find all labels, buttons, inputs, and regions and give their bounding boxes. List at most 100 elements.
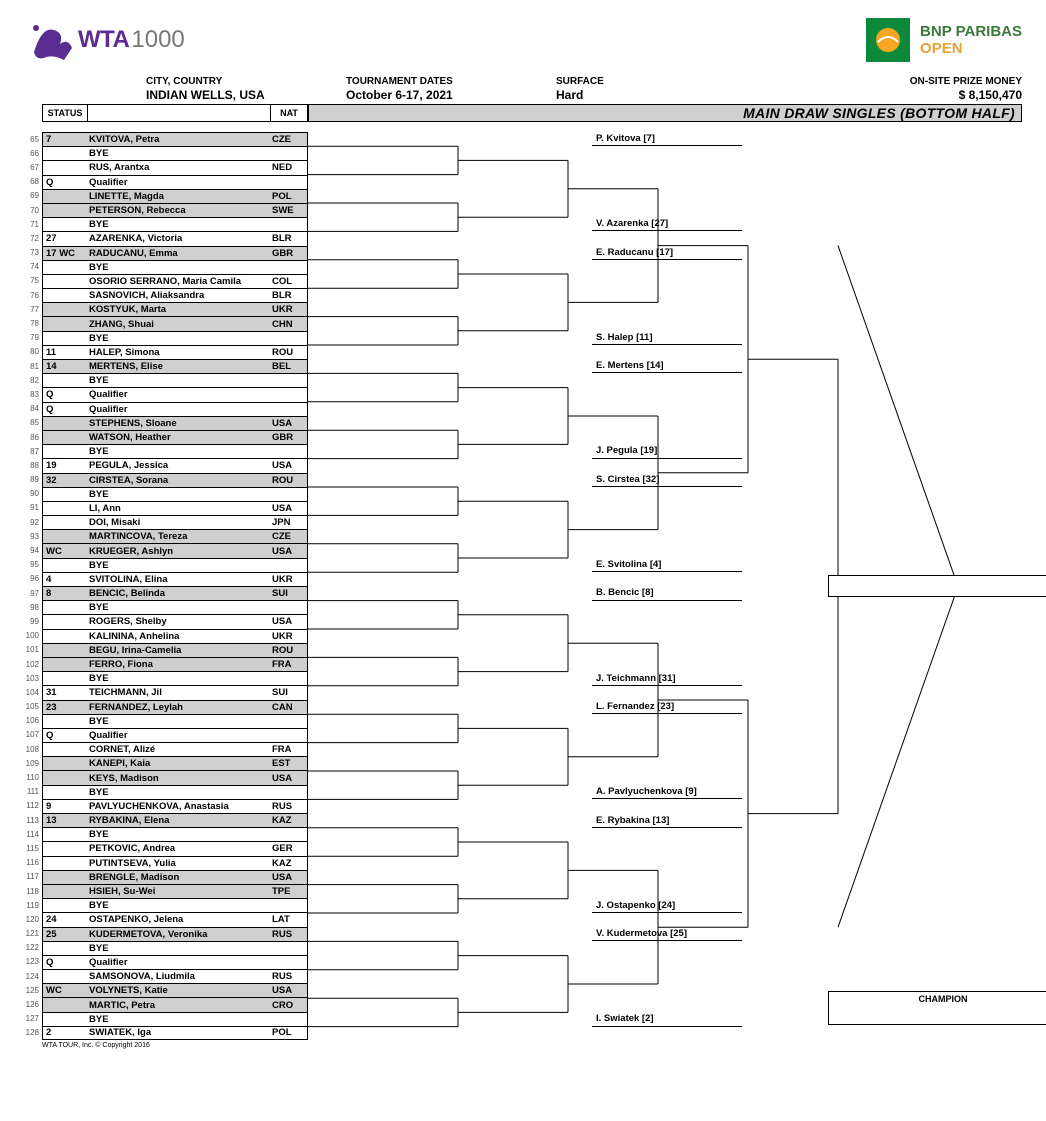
row-number: 120 xyxy=(24,912,42,926)
row-nationality: BLR xyxy=(270,231,308,245)
row-player-name: ROGERS, Shelby xyxy=(86,614,270,628)
row-nationality: POL xyxy=(270,189,308,203)
row-number: 81 xyxy=(24,359,42,373)
row-number: 128 xyxy=(24,1026,42,1040)
row-status xyxy=(42,316,86,330)
row-nationality: GBR xyxy=(270,246,308,260)
row-number: 103 xyxy=(24,671,42,685)
row-nationality: SUI xyxy=(270,586,308,600)
row-nationality: USA xyxy=(270,770,308,784)
row-nationality xyxy=(270,402,308,416)
row-nationality xyxy=(270,260,308,274)
row-player-name: Qualifier xyxy=(86,728,270,742)
row-player-name: BYE xyxy=(86,487,270,501)
row-player-name: WATSON, Heather xyxy=(86,430,270,444)
row-status: 9 xyxy=(42,799,86,813)
row-player-name: KANEPI, Kaia xyxy=(86,756,270,770)
row-nationality xyxy=(270,373,308,387)
row-status xyxy=(42,898,86,912)
header: WTA 1000 BNP PARIBAS OPEN xyxy=(24,18,1022,74)
row-nationality xyxy=(270,671,308,685)
row-nationality: USA xyxy=(270,614,308,628)
row-status xyxy=(42,614,86,628)
row-nationality xyxy=(270,558,308,572)
draw-bracket: 657KVITOVA, PetraCZE66BYE67RUS, ArantxaN… xyxy=(24,132,1022,1040)
row-number: 73 xyxy=(24,246,42,260)
row-number: 95 xyxy=(24,558,42,572)
row-status xyxy=(42,997,86,1011)
round2-slot: E. Rybakina [13] xyxy=(592,814,742,828)
row-number: 127 xyxy=(24,1012,42,1026)
wta-logo: WTA 1000 xyxy=(24,18,185,62)
row-status xyxy=(42,600,86,614)
row-number: 116 xyxy=(24,856,42,870)
round2-slot: S. Cirstea [32] xyxy=(592,473,742,487)
row-player-name: KUDERMETOVA, Veronika xyxy=(86,927,270,941)
row-status xyxy=(42,217,86,231)
row-nationality xyxy=(270,217,308,231)
row-nationality: KAZ xyxy=(270,813,308,827)
row-player-name: BYE xyxy=(86,827,270,841)
wta-1000: 1000 xyxy=(131,26,184,54)
row-status: 4 xyxy=(42,572,86,586)
row-player-name: FERNANDEZ, Leylah xyxy=(86,700,270,714)
row-player-name: BYE xyxy=(86,600,270,614)
row-player-name: KVITOVA, Petra xyxy=(86,132,270,146)
row-number: 114 xyxy=(24,827,42,841)
row-number: 86 xyxy=(24,430,42,444)
round2-slot: I. Swiatek [2] xyxy=(592,1012,742,1026)
info-row: CITY, COUNTRY INDIAN WELLS, USA TOURNAME… xyxy=(24,76,1022,102)
final-box xyxy=(828,575,1046,597)
row-nationality: CAN xyxy=(270,700,308,714)
round2-slot: E. Mertens [14] xyxy=(592,359,742,373)
row-status xyxy=(42,1012,86,1026)
row-number: 98 xyxy=(24,600,42,614)
row-status: Q xyxy=(42,955,86,969)
row-status: 19 xyxy=(42,458,86,472)
row-player-name: BYE xyxy=(86,1012,270,1026)
row-player-name: BYE xyxy=(86,260,270,274)
row-player-name: BENCIC, Belinda xyxy=(86,586,270,600)
row-nationality: CZE xyxy=(270,132,308,146)
row-status: 14 xyxy=(42,359,86,373)
sponsor-badge-icon xyxy=(866,18,910,62)
row-number: 78 xyxy=(24,316,42,330)
row-status: Q xyxy=(42,728,86,742)
row-number: 90 xyxy=(24,487,42,501)
row-status xyxy=(42,643,86,657)
row-number: 112 xyxy=(24,799,42,813)
row-status: WC xyxy=(42,543,86,557)
row-nationality xyxy=(270,175,308,189)
row-nationality xyxy=(270,941,308,955)
row-number: 102 xyxy=(24,657,42,671)
row-number: 124 xyxy=(24,969,42,983)
row-player-name: Qualifier xyxy=(86,955,270,969)
row-status xyxy=(42,629,86,643)
row-player-name: CIRSTEA, Sorana xyxy=(86,473,270,487)
row-player-name: BYE xyxy=(86,941,270,955)
row-nationality: BLR xyxy=(270,288,308,302)
row-status xyxy=(42,146,86,160)
row-player-name: BYE xyxy=(86,217,270,231)
row-player-name: MARTIC, Petra xyxy=(86,997,270,1011)
row-status xyxy=(42,416,86,430)
row-number: 92 xyxy=(24,515,42,529)
row-nationality: COL xyxy=(270,274,308,288)
row-status xyxy=(42,770,86,784)
row-player-name: BEGU, Irina-Camelia xyxy=(86,643,270,657)
row-status xyxy=(42,884,86,898)
row-player-name: RUS, Arantxa xyxy=(86,160,270,174)
row-player-name: Qualifier xyxy=(86,402,270,416)
row-number: 82 xyxy=(24,373,42,387)
row-nationality: JPN xyxy=(270,515,308,529)
row-player-name: RADUCANU, Emma xyxy=(86,246,270,260)
row-player-name: BYE xyxy=(86,373,270,387)
row-nationality xyxy=(270,444,308,458)
row-status xyxy=(42,203,86,217)
row-nationality: EST xyxy=(270,756,308,770)
row-player-name: LI, Ann xyxy=(86,501,270,515)
row-status xyxy=(42,671,86,685)
round2-slot: J. Teichmann [31] xyxy=(592,672,742,686)
row-nationality xyxy=(270,1012,308,1026)
row-number: 71 xyxy=(24,217,42,231)
